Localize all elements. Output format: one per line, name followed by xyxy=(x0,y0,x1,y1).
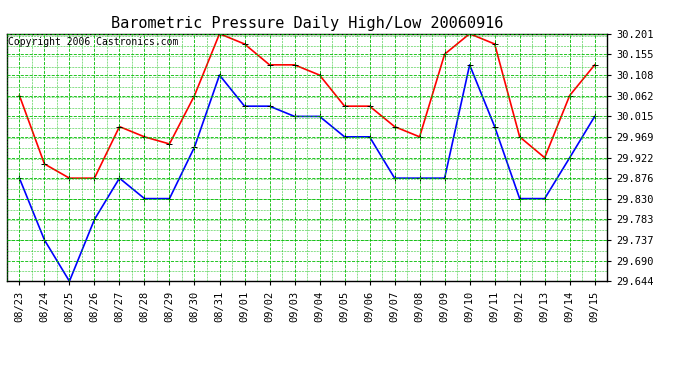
Text: Copyright 2006 Castronics.com: Copyright 2006 Castronics.com xyxy=(8,38,179,48)
Title: Barometric Pressure Daily High/Low 20060916: Barometric Pressure Daily High/Low 20060… xyxy=(111,16,503,31)
